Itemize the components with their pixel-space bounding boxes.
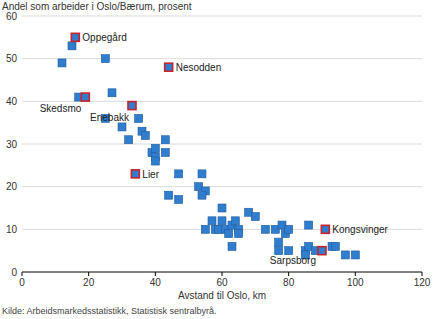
y-axis-title: Andel som arbeider i Oslo/Bærum, prosent [2,1,192,12]
point [305,221,313,229]
point [165,191,173,199]
point [225,230,233,238]
point [128,102,136,110]
point [81,93,89,101]
point [251,213,259,221]
point [68,42,76,50]
x-tick-label: 80 [283,277,295,288]
point [275,238,283,246]
point [131,170,139,178]
point [275,247,283,255]
x-tick [355,272,356,276]
point [218,217,226,225]
x-tick [288,272,289,276]
point-label: Sarpsborg [270,255,316,266]
point [175,195,183,203]
point [228,242,236,250]
grid-line [22,144,422,145]
point [231,217,239,225]
point [198,191,206,199]
point-label: Lier [142,169,159,180]
point [351,251,359,259]
point-label: Nesodden [176,62,222,73]
x-tick [155,272,156,276]
source: Kilde: Arbeidsmarkedsstatistikk, Statist… [2,306,217,316]
point-label: Skedsmo [40,103,82,114]
x-tick [422,272,423,276]
point [201,225,209,233]
point [285,225,293,233]
x-axis-title: Avstand til Oslo, km [178,290,266,301]
point [341,251,349,259]
point [125,136,133,144]
x-tick-label: 60 [216,277,228,288]
point [151,157,159,165]
grid-line [22,58,422,59]
x-tick [222,272,223,276]
point [285,247,293,255]
point [318,247,326,255]
chart: 0 10 20 30 40 50 60 0 20 40 60 80 100 120 Oppegård Neso… [0,0,434,319]
point [58,59,66,67]
x-axis [22,272,422,273]
point [165,63,173,71]
point [331,242,339,250]
point [218,204,226,212]
x-tick-label: 0 [19,277,25,288]
points [58,33,359,259]
x-tick-label: 40 [150,277,162,288]
y-tick-label: 20 [6,181,18,192]
point [208,217,216,225]
point-label: Enebakk [90,112,130,123]
point [175,170,183,178]
point [151,144,159,152]
y-tick-label: 0 [11,267,17,278]
point-label: Kongsvinger [332,224,388,235]
point [141,131,149,139]
point [135,114,143,122]
y-tick-label: 10 [6,224,18,235]
point-label: Oppegård [82,32,126,43]
point [235,230,243,238]
point [118,123,126,131]
point [161,149,169,157]
grid-line [22,186,422,187]
y-tick-label: 40 [6,96,18,107]
x-tick-label: 120 [414,277,431,288]
point [71,33,79,41]
point [108,89,116,97]
point [261,225,269,233]
y-tick-label: 50 [6,53,18,64]
point [198,170,206,178]
x-tick-label: 100 [347,277,364,288]
x-tick [88,272,89,276]
point [321,225,329,233]
x-tick-label: 20 [83,277,95,288]
point [101,55,109,63]
point [161,136,169,144]
x-tick [22,272,23,276]
y-tick-label: 30 [6,139,18,150]
y-tick-label: 60 [6,11,18,22]
grid-line [22,16,422,17]
